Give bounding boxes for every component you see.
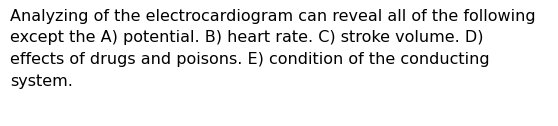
Text: Analyzing of the electrocardiogram can reveal all of the following
except the A): Analyzing of the electrocardiogram can r…: [10, 9, 536, 89]
